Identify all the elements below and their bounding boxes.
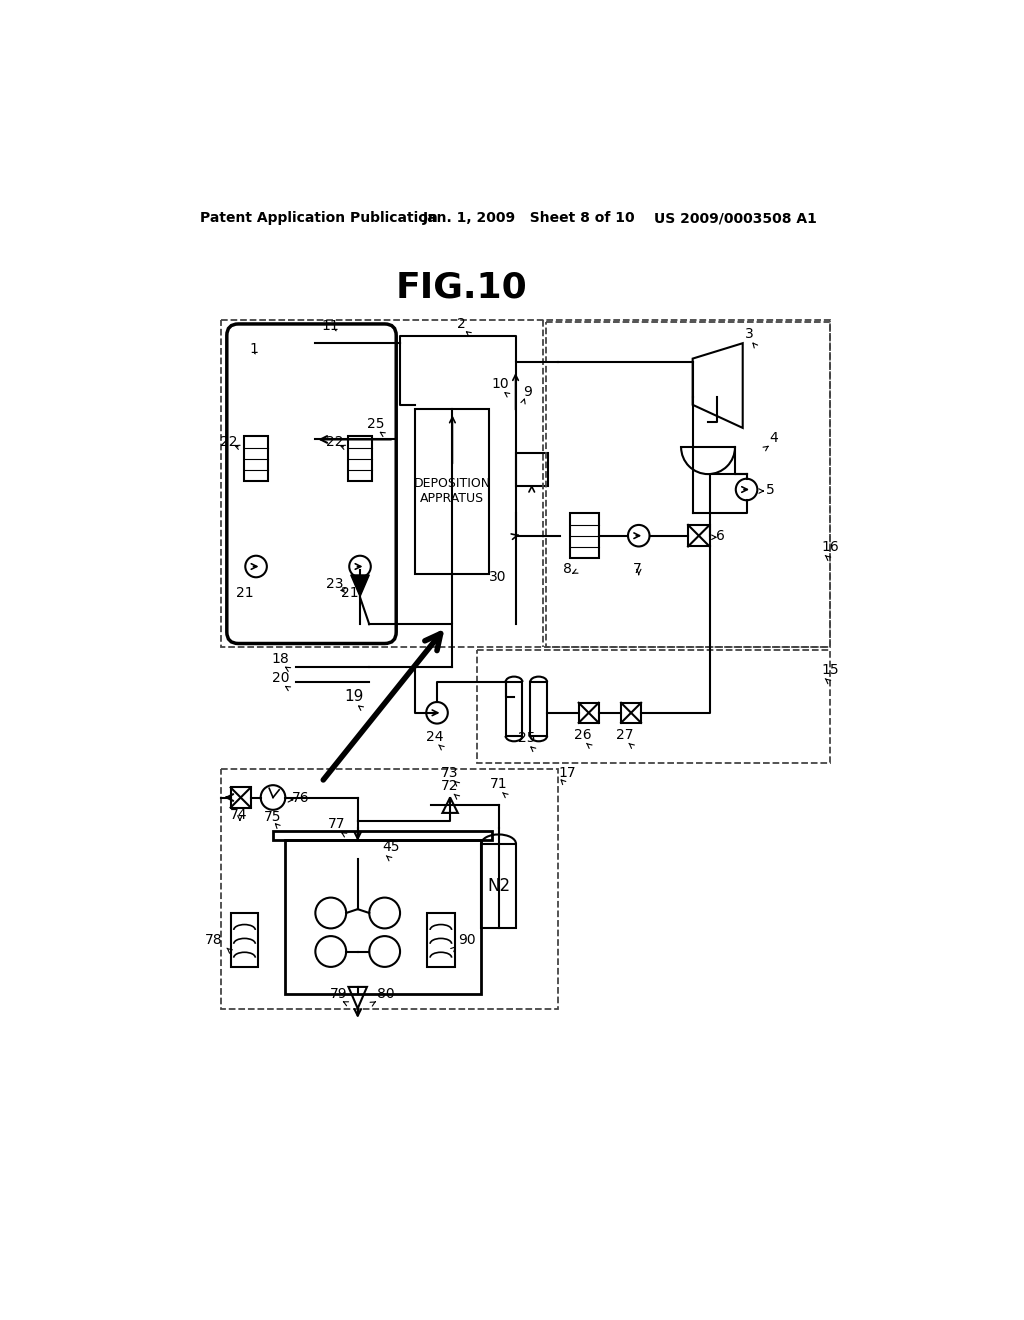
Text: 75: 75 <box>264 809 282 824</box>
Text: 7: 7 <box>633 562 642 576</box>
Text: 18: 18 <box>271 652 290 665</box>
Text: 11: 11 <box>322 319 340 333</box>
Text: 25: 25 <box>367 417 384 430</box>
Bar <box>244 437 268 480</box>
Text: 74: 74 <box>229 808 247 822</box>
Polygon shape <box>351 576 370 597</box>
Text: 77: 77 <box>328 817 346 832</box>
Text: 1: 1 <box>250 342 259 356</box>
Bar <box>570 513 599 558</box>
Text: 78: 78 <box>206 933 223 946</box>
Text: 9: 9 <box>523 384 532 399</box>
Text: 5: 5 <box>766 483 774 496</box>
Text: 6: 6 <box>716 529 725 543</box>
Text: 24: 24 <box>426 730 443 743</box>
Text: 4: 4 <box>770 430 778 445</box>
Bar <box>506 682 522 737</box>
Bar <box>530 682 547 737</box>
Bar <box>285 840 481 994</box>
Text: 45: 45 <box>382 841 399 854</box>
Text: 30: 30 <box>489 569 507 583</box>
Text: 20: 20 <box>272 671 290 685</box>
Text: 26: 26 <box>573 729 592 742</box>
Text: 80: 80 <box>377 987 394 1001</box>
Text: 71: 71 <box>489 777 508 791</box>
Text: 21: 21 <box>236 586 253 601</box>
Text: 90: 90 <box>458 933 475 946</box>
Text: Jan. 1, 2009   Sheet 8 of 10: Jan. 1, 2009 Sheet 8 of 10 <box>423 211 636 226</box>
Text: US 2009/0003508 A1: US 2009/0003508 A1 <box>654 211 817 226</box>
Text: 22: 22 <box>220 434 238 449</box>
Text: 16: 16 <box>821 540 839 554</box>
Bar <box>515 453 548 486</box>
Bar <box>416 409 488 574</box>
Text: 25: 25 <box>517 731 536 744</box>
Text: Patent Application Publication: Patent Application Publication <box>200 211 437 226</box>
Text: 21: 21 <box>341 586 358 601</box>
Bar <box>621 702 641 723</box>
Text: 3: 3 <box>744 327 754 341</box>
Text: 27: 27 <box>616 729 634 742</box>
Text: 8: 8 <box>563 562 572 576</box>
Bar <box>273 830 493 840</box>
Bar <box>579 702 599 723</box>
Text: 23: 23 <box>326 577 343 591</box>
Bar <box>688 525 710 546</box>
Text: 76: 76 <box>292 791 310 804</box>
Text: 73: 73 <box>441 766 459 780</box>
Text: 2: 2 <box>458 317 466 331</box>
Bar <box>230 913 258 966</box>
Text: DEPOSITION
APPRATUS: DEPOSITION APPRATUS <box>414 478 490 506</box>
Text: 10: 10 <box>492 378 509 391</box>
Text: N2: N2 <box>487 876 510 895</box>
Text: 79: 79 <box>330 987 347 1001</box>
Bar <box>230 788 251 808</box>
Text: FIG.10: FIG.10 <box>396 271 527 305</box>
Text: 15: 15 <box>821 664 839 677</box>
Bar <box>481 843 516 928</box>
Bar <box>427 913 455 966</box>
Text: 22: 22 <box>326 434 343 449</box>
Text: 19: 19 <box>344 689 364 705</box>
Text: 72: 72 <box>441 779 459 793</box>
Bar <box>348 437 373 480</box>
Text: 17: 17 <box>559 766 577 780</box>
